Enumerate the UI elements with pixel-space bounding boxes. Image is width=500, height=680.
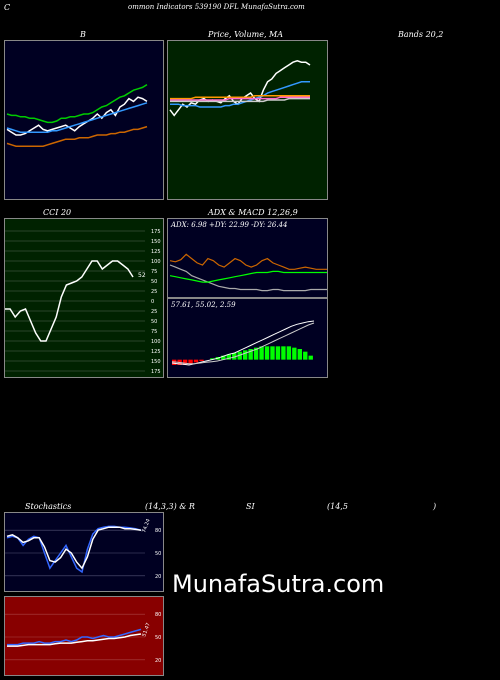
y-tick-label: 150	[151, 239, 161, 245]
macd-hist-bar	[199, 359, 204, 361]
adx-panel: ADX: 6.98 +DY: 22.99 -DY: 26.44	[167, 218, 328, 298]
y-tick-label: 125	[151, 249, 161, 255]
series-line-2	[170, 95, 310, 100]
bands-title: Bands 20,2	[398, 30, 444, 39]
cci-last-value: 52	[138, 272, 146, 279]
stoch-chart: 80 50 20 74.24	[5, 518, 161, 580]
y-tick-label: 75	[151, 269, 157, 275]
y-tick-label: 50	[151, 279, 157, 285]
macd-hist-bar	[292, 347, 297, 360]
y-tick-label: 175	[151, 229, 161, 235]
rsi-params-close: )	[433, 502, 437, 511]
header-c-letter: C	[4, 3, 11, 12]
rsi-params-title: (14,5	[327, 502, 348, 511]
y-tick-label: 80	[155, 528, 161, 534]
macd-hist-bar	[281, 346, 286, 360]
macd-hist-bar	[303, 351, 308, 360]
y-tick-label: 100	[151, 339, 161, 345]
rsi-chart: 80 50 20 51.47	[5, 612, 161, 664]
y-tick-label: 80	[155, 612, 161, 618]
series-line-0	[6, 83, 148, 124]
macd-panel: 57.61, 55.02, 2.59	[167, 298, 328, 378]
series-line-2	[169, 253, 327, 270]
price-chart	[169, 60, 311, 117]
y-tick-label: 25	[151, 309, 157, 315]
cci-chart: 175 150 125 100 75 50 25 0 25 50 75 100 125 150 175 52	[5, 229, 161, 375]
y-tick-label: 50	[155, 635, 161, 641]
stoch-last-value: 74.24	[141, 518, 152, 534]
y-tick-label: 0	[151, 299, 154, 305]
price-panel	[167, 40, 328, 200]
price-ma-title: Price, Volume, MA	[208, 30, 284, 39]
macd-hist-bar	[259, 346, 264, 360]
rsi-title: SI	[246, 502, 255, 511]
watermark: MunafaSutra.com	[172, 570, 385, 598]
macd-hist-bar	[270, 346, 275, 360]
bollinger-title: B	[80, 30, 86, 39]
y-tick-label: 20	[155, 658, 161, 664]
series-line-4	[170, 97, 310, 103]
bollinger-panel	[4, 40, 164, 200]
series-line-0	[5, 260, 134, 342]
y-tick-label: 75	[151, 329, 157, 335]
macd-hist-bar	[243, 350, 248, 360]
y-tick-label: 175	[151, 369, 161, 375]
y-tick-label: 20	[155, 574, 161, 580]
bollinger-chart	[6, 83, 148, 147]
series-line-3	[6, 125, 148, 147]
stoch-title: Stochastics	[25, 502, 72, 511]
cci-title: CCI 20	[43, 208, 72, 217]
macd-hist-bar	[182, 359, 188, 365]
y-tick-label: 125	[151, 349, 161, 355]
macd-hist-bar	[308, 355, 313, 360]
rsi-last-value: 51.47	[141, 622, 152, 638]
series-line-0	[169, 264, 327, 292]
adx-chart	[169, 253, 327, 292]
macd-hist-bar	[232, 353, 237, 360]
stoch-panel: 80 50 20 74.24	[4, 512, 164, 592]
macd-hist-bar	[226, 354, 231, 360]
macd-hist-bar	[248, 349, 253, 360]
macd-hist-bar	[221, 355, 226, 360]
y-tick-label: 100	[151, 259, 161, 265]
series-line-1	[7, 633, 142, 647]
adx-macd-title: ADX & MACD 12,26,9	[208, 208, 298, 217]
series-line-3	[170, 96, 310, 101]
macd-hist-bar	[264, 346, 270, 360]
macd-values: 57.61, 55.02, 2.59	[171, 301, 236, 309]
y-tick-label: 150	[151, 359, 161, 365]
series-line-1	[171, 322, 315, 365]
series-line-1	[170, 81, 310, 108]
adx-values: ADX: 6.98 +DY: 22.99 -DY: 26.44	[171, 221, 288, 229]
macd-hist-bar	[193, 359, 199, 363]
series-line-1	[6, 526, 142, 570]
macd-hist-bar	[297, 349, 302, 360]
y-tick-label: 25	[151, 289, 157, 295]
stoch-params-title: (14,3,3) & R	[145, 502, 195, 511]
macd-hist-bar	[286, 346, 292, 360]
macd-hist-bar	[275, 346, 281, 360]
series-line-2	[6, 102, 148, 133]
rsi-panel: 80 50 20 51.47	[4, 596, 164, 676]
header-title: ommon Indicators 539190 DFL MunafaSutra.…	[128, 3, 305, 11]
series-line-0	[7, 628, 142, 646]
series-line-1	[6, 96, 148, 136]
macd-hist-bar	[188, 359, 193, 364]
series-line-0	[6, 525, 142, 574]
macd-hist-bar	[210, 358, 215, 360]
y-tick-label: 50	[151, 319, 157, 325]
series-line-0	[169, 60, 311, 117]
macd-chart	[171, 320, 315, 366]
macd-hist-bar	[253, 347, 259, 360]
series-line-1	[169, 270, 327, 283]
y-tick-label: 50	[155, 551, 161, 557]
cci-panel: 175 150 125 100 75 50 25 0 25 50 75 100 125 150 175 52	[4, 218, 164, 378]
